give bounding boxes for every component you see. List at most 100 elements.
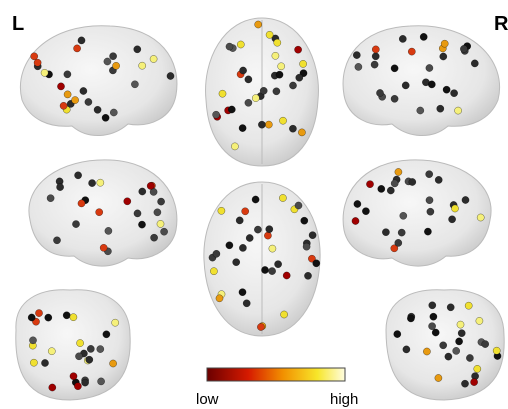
node: [131, 81, 138, 88]
node: [273, 88, 280, 95]
node: [210, 268, 217, 275]
node: [408, 48, 415, 55]
node: [257, 323, 264, 330]
node: [394, 331, 401, 338]
node: [353, 52, 360, 59]
node: [139, 188, 146, 195]
node: [417, 107, 424, 114]
node: [258, 121, 265, 128]
node: [429, 323, 436, 330]
node: [138, 221, 145, 228]
node: [474, 365, 481, 372]
node: [70, 373, 77, 380]
node: [455, 107, 462, 114]
node: [231, 143, 238, 150]
node: [64, 91, 71, 98]
node: [372, 46, 379, 53]
node: [447, 304, 454, 311]
node: [80, 87, 87, 94]
node: [391, 65, 398, 72]
node: [387, 187, 394, 194]
node: [426, 197, 433, 204]
node: [313, 260, 320, 267]
node: [236, 217, 243, 224]
node: [403, 346, 410, 353]
node: [376, 89, 383, 96]
node: [102, 114, 109, 121]
hemisphere-label: R: [494, 13, 508, 35]
node: [228, 106, 235, 113]
node: [400, 212, 407, 219]
node: [309, 232, 316, 239]
node: [110, 53, 117, 60]
colorbar-label: high: [330, 391, 358, 408]
node: [429, 302, 436, 309]
node: [154, 209, 161, 216]
node: [295, 202, 302, 209]
node: [124, 198, 131, 205]
node: [296, 74, 303, 81]
node: [261, 266, 268, 273]
node: [437, 105, 444, 112]
node: [372, 53, 379, 60]
node: [245, 76, 252, 83]
node: [86, 356, 93, 363]
node: [460, 45, 467, 52]
node: [457, 321, 464, 328]
node: [471, 379, 478, 386]
node: [110, 109, 117, 116]
node: [465, 302, 472, 309]
node: [78, 37, 85, 44]
node: [63, 312, 70, 319]
node: [134, 46, 141, 53]
node: [242, 208, 249, 215]
node: [352, 217, 359, 224]
node: [77, 340, 84, 347]
node: [89, 180, 96, 187]
node: [281, 311, 288, 318]
brain-figure: L R low high: [0, 0, 508, 409]
node: [476, 317, 483, 324]
node: [266, 226, 273, 233]
node: [31, 53, 38, 60]
node: [100, 244, 107, 251]
node: [289, 82, 296, 89]
node: [167, 72, 174, 79]
node: [279, 117, 286, 124]
node: [75, 353, 82, 360]
node: [97, 346, 104, 353]
node: [216, 295, 223, 302]
node: [29, 337, 36, 344]
node: [362, 208, 369, 215]
node: [147, 182, 154, 189]
node: [85, 98, 92, 105]
node: [391, 180, 398, 187]
node: [161, 228, 168, 235]
node: [254, 226, 261, 233]
colorbar-label: low: [196, 391, 219, 408]
node: [471, 60, 478, 67]
node: [226, 242, 233, 249]
node: [60, 102, 67, 109]
node: [269, 268, 276, 275]
node: [74, 45, 81, 52]
node: [110, 360, 117, 367]
node: [260, 87, 267, 94]
node: [72, 221, 79, 228]
node: [441, 40, 448, 47]
node: [64, 71, 71, 78]
node: [424, 228, 431, 235]
node: [265, 121, 272, 128]
node: [371, 61, 378, 68]
node: [354, 200, 361, 207]
node: [97, 179, 104, 186]
node: [449, 216, 456, 223]
node: [300, 60, 307, 67]
node: [289, 125, 296, 132]
node: [104, 58, 111, 65]
node: [443, 86, 450, 93]
node: [301, 217, 308, 224]
brain-right-lateral: [343, 26, 500, 136]
node: [298, 129, 305, 136]
node: [239, 289, 246, 296]
